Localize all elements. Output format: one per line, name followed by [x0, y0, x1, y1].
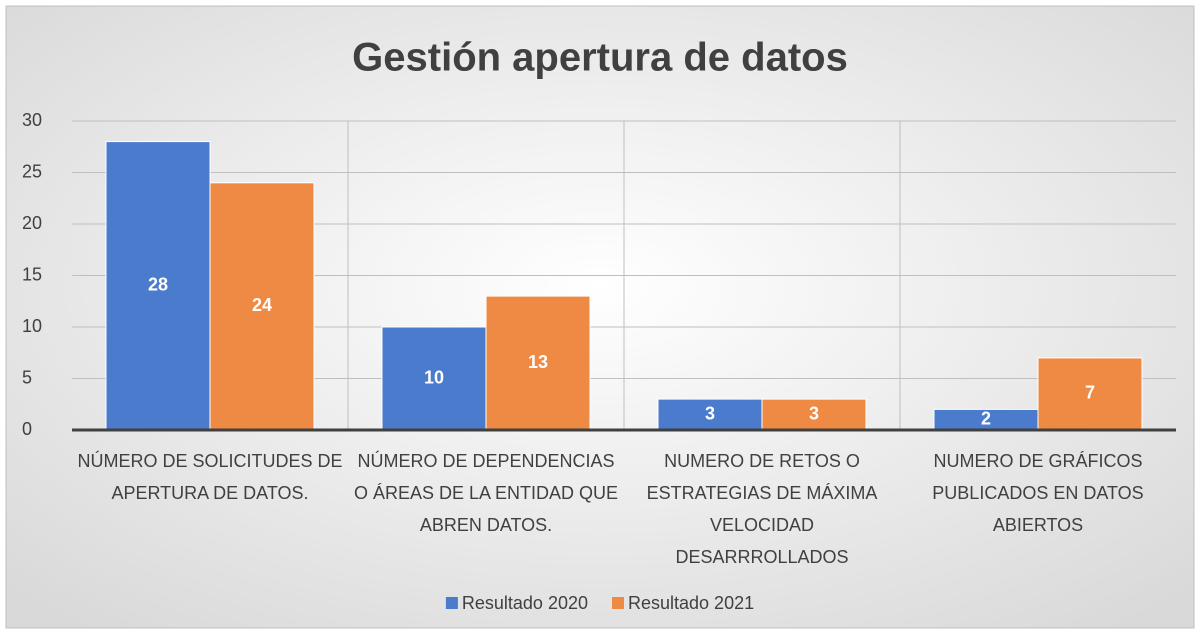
x-tick-label-line: ABREN DATOS. — [420, 515, 552, 535]
chart-title: Gestión apertura de datos — [352, 36, 848, 80]
y-tick-label: 15 — [22, 264, 42, 284]
bar — [1037, 357, 1143, 431]
legend-swatch — [445, 597, 458, 609]
x-tick-label-line: VELOCIDAD — [710, 515, 814, 535]
value-label: 10 — [424, 367, 444, 387]
x-tick-label-line: NUMERO DE GRÁFICOS — [933, 451, 1142, 471]
y-tick-label: 25 — [22, 161, 42, 181]
value-label: 28 — [148, 275, 168, 295]
x-tick-label: NÚMERO DE SOLICITUDES DE APERTURA DE DATO… — [77, 450, 342, 503]
x-tick-label: NUMERO DE GRÁFICOS PUBLICADOS EN DATOS ABI… — [932, 451, 1143, 535]
x-tick-label-line: NÚMERO DE DEPENDENCIAS — [357, 450, 614, 471]
bar — [761, 398, 867, 431]
value-label: 3 — [809, 403, 819, 423]
value-label: 2 — [981, 408, 991, 428]
value-label: 7 — [1085, 383, 1095, 403]
value-label: 13 — [528, 352, 548, 372]
x-tick-label: NUMERO DE RETOS O ESTRATEGIAS DE MÁXIMA VE… — [647, 451, 878, 567]
x-tick-label: NÚMERO DE DEPENDENCIAS O ÁREAS DE LA ENTI… — [354, 450, 618, 535]
legend-item: Resultado 2020 — [445, 593, 588, 613]
bar — [657, 398, 763, 431]
x-tick-label-line: ESTRATEGIAS DE MÁXIMA — [647, 483, 878, 503]
x-tick-label-line: NÚMERO DE SOLICITUDES DE — [77, 450, 342, 471]
legend: Resultado 2020 Resultado 2021 — [445, 593, 754, 613]
y-tick-label: 10 — [22, 316, 42, 336]
x-tick-label-line: O ÁREAS DE LA ENTIDAD QUE — [354, 483, 618, 503]
y-tick-label: 5 — [22, 367, 32, 387]
y-tick-label: 20 — [22, 213, 42, 233]
value-label: 3 — [705, 403, 715, 423]
x-tick-label-line: ABIERTOS — [993, 515, 1083, 535]
x-tick-label-line: NUMERO DE RETOS O — [664, 451, 860, 471]
x-tick-label-line: DESARRROLLADOS — [675, 547, 848, 567]
y-tick-label: 30 — [22, 110, 42, 130]
bar — [105, 141, 211, 431]
legend-label: Resultado 2020 — [462, 593, 588, 613]
legend-label: Resultado 2021 — [628, 593, 754, 613]
y-tick-label: 0 — [22, 419, 32, 439]
legend-swatch — [612, 597, 624, 609]
value-label: 24 — [252, 295, 272, 315]
x-tick-label-line: APERTURA DE DATOS. — [111, 483, 308, 503]
legend-item: Resultado 2021 — [612, 593, 754, 613]
x-tick-label-line: PUBLICADOS EN DATOS — [932, 483, 1143, 503]
bar — [209, 182, 315, 431]
